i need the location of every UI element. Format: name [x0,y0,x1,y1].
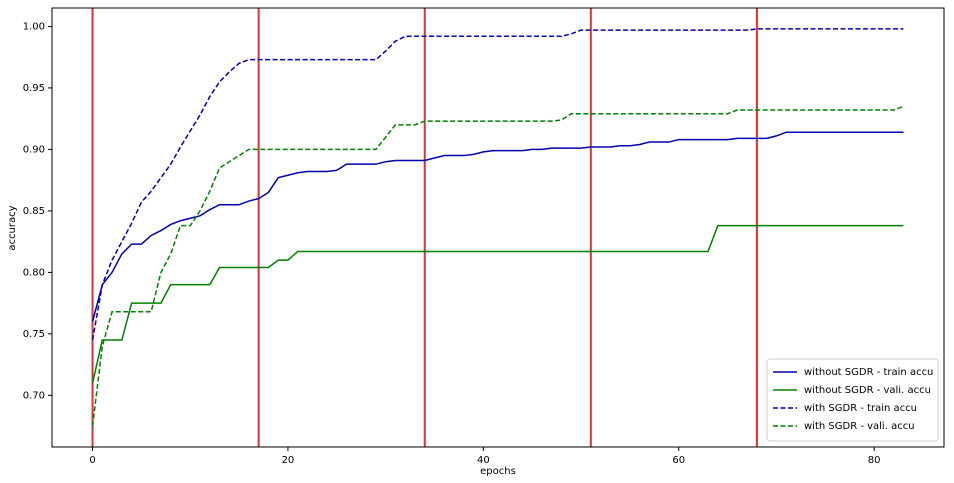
y-tick-label: 0.95 [23,83,45,94]
legend: without SGDR - train accu without SGDR - … [766,358,939,442]
series-line [91,105,904,427]
legend-label: with SGDR - train accu [804,403,917,414]
legend-label: without SGDR - train accu [804,367,933,378]
y-axis-label: accuracy [7,205,18,250]
x-tick-label: 0 [89,455,95,466]
y-tick-label: 0.80 [23,267,45,278]
legend-box [766,358,939,442]
y-tick-label: 0.70 [23,390,45,401]
series-line [91,131,904,322]
plot-frame [51,7,945,448]
y-tick-label: 0.90 [23,144,45,155]
y-tick-label: 1.00 [23,21,45,32]
legend-label: without SGDR - vali. accu [804,385,931,396]
y-tick-label: 0.85 [23,206,45,217]
x-tick-label: 20 [282,455,295,466]
x-tick-label: 80 [868,455,881,466]
x-tick-label: 60 [672,455,685,466]
legend-label: with SGDR - vali. accu [804,421,915,432]
series-line [91,28,904,341]
x-axis-label: epochs [480,466,516,477]
series-line [91,224,904,384]
x-tick-label: 40 [477,455,490,466]
y-tick-label: 0.75 [23,329,45,340]
